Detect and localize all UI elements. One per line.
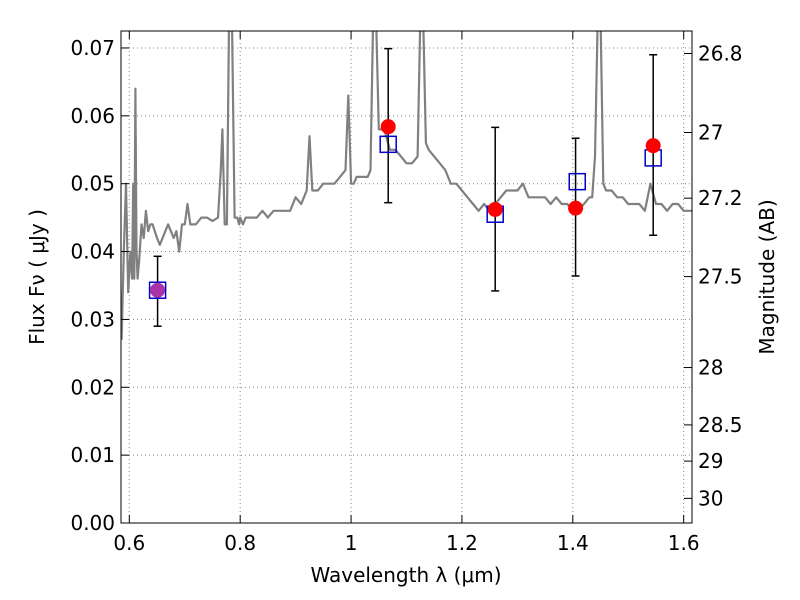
spectrum-line xyxy=(121,31,692,340)
x-tick-label: 1.2 xyxy=(446,531,478,555)
y2-tick-label: 30 xyxy=(698,486,723,510)
y-axis-label: Flux Fν ( μJy ) xyxy=(25,209,49,345)
model-point xyxy=(148,281,167,299)
y2-axis-label: Magnitude (AB) xyxy=(755,199,779,354)
y2-axis-ticks: 26.8 27 27.2 27.5 28 28.5 29 30 xyxy=(684,42,743,510)
grid-lines xyxy=(121,31,692,524)
observed-point xyxy=(150,282,166,298)
x-axis-ticks: 0.6 0.8 1 1.2 1.4 1.6 xyxy=(113,31,700,555)
y2-tick-label: 28 xyxy=(698,356,723,380)
y2-tick-label: 29 xyxy=(698,449,723,473)
y2-tick-label: 28.5 xyxy=(698,413,743,437)
y-tick-label: 0.01 xyxy=(70,443,115,467)
y-tick-label: 0.00 xyxy=(70,511,115,535)
observed-point xyxy=(380,119,396,135)
model-point xyxy=(568,172,586,191)
y2-tick-label: 26.8 xyxy=(698,42,743,66)
x-axis-label: Wavelength λ (μm) xyxy=(310,563,501,587)
y-tick-label: 0.02 xyxy=(70,375,115,399)
y-tick-label: 0.03 xyxy=(70,307,115,331)
model-point xyxy=(379,135,397,154)
spectrum-series xyxy=(121,31,692,340)
observed-series xyxy=(150,119,661,298)
x-tick-label: 1.6 xyxy=(668,531,700,555)
y-axis-ticks: 0.00 0.01 0.02 0.03 0.04 0.05 0.06 0.07 xyxy=(70,36,129,535)
y2-tick-label: 27.5 xyxy=(698,265,743,289)
observed-point xyxy=(487,201,503,217)
x-tick-label: 1.4 xyxy=(557,531,589,555)
observed-point xyxy=(645,138,661,154)
x-tick-label: 1 xyxy=(345,531,358,555)
y2-tick-label: 27 xyxy=(698,120,723,144)
x-tick-label: 0.8 xyxy=(224,531,256,555)
x-tick-label: 0.6 xyxy=(113,531,145,555)
y2-tick-label: 27.2 xyxy=(698,186,743,210)
y-tick-label: 0.06 xyxy=(70,104,115,128)
y-tick-label: 0.07 xyxy=(70,36,115,60)
y-tick-label: 0.04 xyxy=(70,240,115,264)
plot-frame xyxy=(120,30,693,524)
y-tick-label: 0.05 xyxy=(70,172,115,196)
observed-point xyxy=(568,200,584,216)
